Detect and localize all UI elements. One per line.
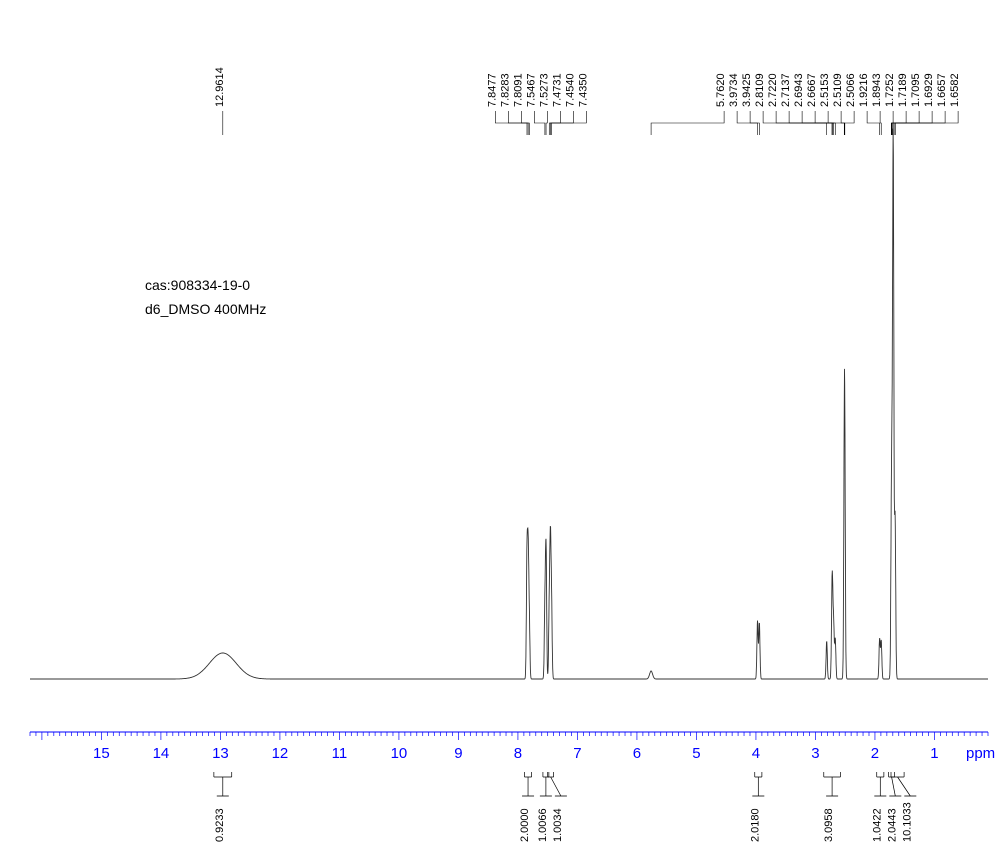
- axis-label: 14: [153, 745, 170, 762]
- integral-value: 1.0422: [871, 808, 883, 842]
- peak-label: 3.9734: [728, 73, 740, 107]
- integral-bracket: [548, 772, 561, 796]
- axis-label: 6: [633, 745, 641, 762]
- peak-label: 2.5153: [819, 73, 831, 107]
- axis-label: 15: [93, 745, 110, 762]
- peak-connector: [867, 111, 880, 135]
- integral-bracket: [524, 772, 531, 796]
- peak-label: 2.7220: [767, 73, 779, 107]
- peak-connector: [534, 111, 545, 135]
- axis-label: 8: [514, 745, 522, 762]
- peak-label: 1.7189: [897, 73, 909, 107]
- peak-label: 1.8943: [871, 73, 883, 107]
- peak-connector: [845, 111, 854, 135]
- axis-unit: ppm: [966, 745, 995, 762]
- peak-label: 5.7620: [715, 73, 727, 107]
- axis-label: 13: [212, 745, 229, 762]
- peak-label: 1.6582: [949, 73, 961, 107]
- integral-value: 2.0443: [886, 808, 898, 842]
- integral-value: 3.0958: [823, 808, 835, 842]
- axis-label: 1: [930, 745, 938, 762]
- peak-label: 7.4731: [551, 73, 563, 107]
- peak-label: 7.8283: [499, 73, 511, 107]
- axis-label: 11: [332, 745, 348, 762]
- peak-label: 2.5066: [845, 73, 857, 107]
- integral-value: 2.0000: [519, 808, 531, 842]
- axis-label: 3: [811, 745, 819, 762]
- peak-label: 1.6657: [936, 73, 948, 107]
- integral-bracket: [877, 772, 884, 796]
- axis-label: 9: [454, 745, 462, 762]
- peak-connector: [895, 111, 958, 135]
- peak-connector: [546, 111, 547, 135]
- integral-bracket: [889, 772, 896, 796]
- nmr-spectrum: [30, 129, 988, 679]
- integral-value: 1.0066: [537, 808, 549, 842]
- peak-label: 2.6667: [806, 73, 818, 107]
- peak-label: 7.5467: [525, 73, 537, 107]
- sample-solvent: d6_DMSO 400MHz: [145, 301, 266, 317]
- peak-label: 1.7095: [910, 73, 922, 107]
- peak-label: 7.8477: [486, 73, 498, 107]
- peak-label: 1.9216: [858, 73, 870, 107]
- axis-label: 12: [272, 745, 289, 762]
- peak-connector: [552, 111, 587, 135]
- peak-label: 7.5273: [538, 73, 550, 107]
- peak-label: 2.7137: [780, 73, 792, 107]
- integral-bracket: [755, 772, 762, 796]
- integral-bracket: [824, 772, 841, 796]
- integral-value: 2.0180: [749, 808, 761, 842]
- integral-bracket: [891, 772, 910, 796]
- peak-label: 12.9614: [214, 67, 226, 107]
- peak-label: 7.4350: [577, 73, 589, 107]
- axis-label: 2: [871, 745, 879, 762]
- peak-label: 1.6929: [923, 73, 935, 107]
- peak-connector: [651, 111, 724, 135]
- axis-label: 10: [391, 745, 408, 762]
- peak-label: 2.8109: [754, 73, 766, 107]
- sample-cas: cas:908334-19-0: [145, 277, 250, 293]
- peak-label: 2.5109: [832, 73, 844, 107]
- axis-label: 4: [752, 745, 760, 762]
- integral-bracket: [214, 772, 232, 796]
- integral-value: 10.1033: [901, 802, 913, 842]
- peak-label: 7.8091: [512, 73, 524, 107]
- peak-connector: [880, 111, 881, 135]
- peak-label: 1.7252: [884, 73, 896, 107]
- integral-value: 1.0034: [552, 808, 564, 842]
- integral-value: 0.9233: [214, 808, 226, 842]
- axis-label: 7: [573, 745, 581, 762]
- axis-label: 5: [692, 745, 700, 762]
- peak-label: 3.9425: [741, 73, 753, 107]
- peak-label: 7.4540: [564, 73, 576, 107]
- peak-label: 2.6943: [793, 73, 805, 107]
- peak-connector: [750, 111, 759, 135]
